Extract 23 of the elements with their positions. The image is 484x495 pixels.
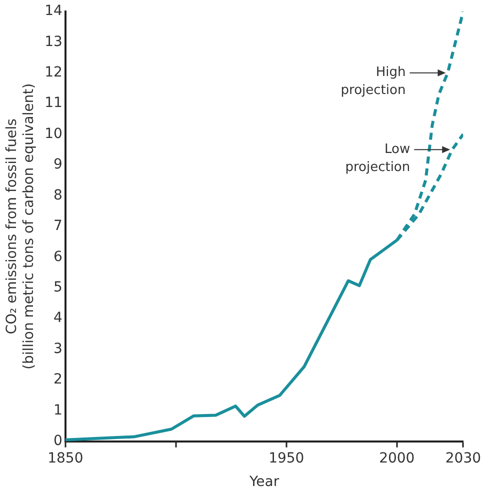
y-tick-label: 10: [44, 126, 62, 142]
y-tick-label: 7: [53, 218, 62, 234]
y-tick-label: 12: [44, 64, 62, 80]
y-tick-label: 0: [53, 433, 62, 450]
annotation: High projection: [340, 65, 406, 98]
y-tick-label: 6: [53, 248, 62, 265]
y-tick-label: 5: [53, 279, 62, 296]
annotation: Low projection: [345, 142, 410, 175]
y-tick-label: 14: [44, 3, 62, 20]
y-tick-label: 1: [53, 402, 62, 418]
y-tick-label: 4: [53, 310, 62, 326]
y-tick-label: 8: [53, 187, 62, 204]
x-tick-label: 1950: [268, 450, 304, 466]
x-tick-label: 1850: [48, 450, 84, 466]
x-tick-label: 2000: [379, 450, 415, 466]
x-axis-title: Year: [248, 474, 280, 490]
y-tick-label: 13: [44, 34, 62, 50]
y-tick-label: 11: [44, 95, 62, 112]
x-tick-label: 2030: [445, 450, 482, 466]
y-tick-label: 3: [53, 340, 62, 357]
y-tick-label: 9: [53, 156, 62, 173]
y-tick-label: 2: [53, 372, 62, 388]
y-axis-title: CO₂ emissions from fossil fuels (billion metric tons of carbon equivalent): [4, 83, 37, 370]
